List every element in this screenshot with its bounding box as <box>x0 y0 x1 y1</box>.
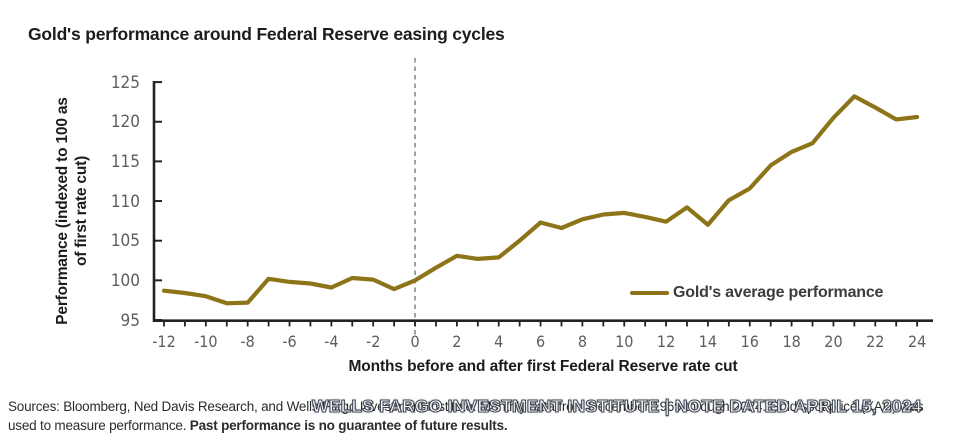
x-tick-label: 14 <box>698 332 718 351</box>
legend-line-swatch <box>630 291 669 295</box>
watermark-text: WELLS FARGO INVESTMENT INSTITUTE | NOTE … <box>311 395 922 416</box>
x-tick-label: -10 <box>194 332 218 351</box>
y-tick-label: 120 <box>110 112 140 133</box>
x-axis-title: Months before and after first Federal Re… <box>348 358 738 375</box>
x-tick-label: -6 <box>282 332 297 351</box>
x-tick-label: 16 <box>740 332 759 351</box>
y-tick-label: 100 <box>110 270 140 291</box>
y-tick-label: 125 <box>110 72 140 93</box>
x-tick-label: 18 <box>782 332 801 351</box>
x-tick-label: 6 <box>535 332 546 351</box>
x-tick-label: 22 <box>866 332 885 351</box>
x-tick-label: 12 <box>656 332 676 351</box>
legend: Gold's average performance <box>630 284 883 302</box>
y-tick-label: 105 <box>110 231 140 252</box>
gold-performance-line <box>161 94 920 306</box>
source-note: Sources: Bloomberg, Ned Davis Research, … <box>8 397 958 435</box>
x-tick-label: -4 <box>324 332 339 351</box>
x-tick-label: 10 <box>615 332 634 351</box>
y-tick-label: 110 <box>110 191 140 212</box>
source-line2: used to measure performance. <box>8 418 190 433</box>
source-line1: Sources: Bloomberg, Ned Davis Research, … <box>8 399 924 414</box>
x-tick-label: -12 <box>152 332 176 351</box>
x-tick-label: -8 <box>240 332 255 351</box>
x-tick-label: -2 <box>366 332 381 351</box>
x-tick-label: 2 <box>452 332 462 351</box>
x-tick-label: 8 <box>577 332 587 351</box>
past-performance-disclaimer: Past performance is no guarantee of futu… <box>189 418 508 433</box>
chart-title: Gold's performance around Federal Reserv… <box>28 24 505 44</box>
y-tick-label: 115 <box>110 151 140 172</box>
x-tick-label: 0 <box>410 332 420 351</box>
x-tick-label: 4 <box>494 332 504 351</box>
legend-label: Gold's average performance <box>673 284 884 301</box>
x-tick-label: 20 <box>824 332 843 351</box>
y-tick-label: 95 <box>120 310 140 331</box>
x-tick-label: 24 <box>907 332 927 351</box>
